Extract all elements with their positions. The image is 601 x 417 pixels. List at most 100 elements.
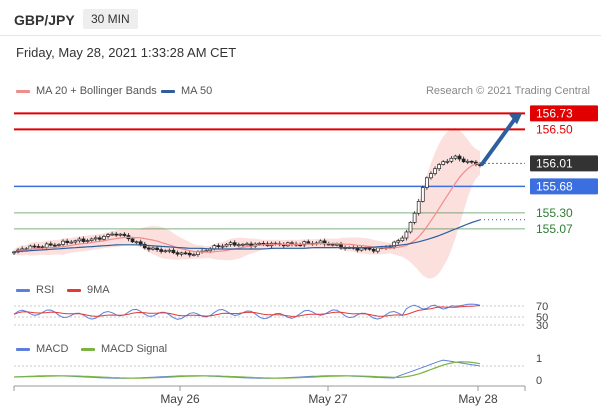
candle-body	[110, 233, 114, 236]
candle-body	[130, 238, 135, 243]
candle-body	[163, 250, 168, 253]
candle-body	[53, 244, 57, 247]
candle-body	[375, 247, 380, 252]
candle-body	[420, 187, 425, 202]
candle-body	[408, 222, 413, 233]
datetime-label: Friday, May 28, 2021 1:33:28 AM CET	[16, 45, 237, 60]
ma50-line	[13, 219, 481, 253]
candle-body	[236, 244, 241, 247]
candle-body	[445, 160, 450, 163]
current-price-label: 156.01	[536, 156, 573, 170]
header-divider	[0, 35, 601, 36]
candle-body	[461, 158, 466, 163]
x-tick-may28: May 28	[458, 392, 498, 406]
9ma-label: 9MA	[87, 284, 110, 296]
macd-label: MACD	[36, 343, 69, 355]
symbol-label: GBP/JPY	[14, 12, 75, 28]
candle-body	[465, 160, 470, 163]
candle-body	[302, 241, 307, 246]
candle-body	[412, 212, 417, 223]
legend-macd-signal: MACD Signal	[81, 343, 167, 355]
candle-body	[392, 241, 397, 248]
candle-body	[97, 237, 102, 240]
candle-body	[12, 251, 16, 254]
macd-1-label: 1	[536, 353, 542, 365]
candle-body	[469, 160, 474, 163]
ma20-line	[13, 162, 481, 253]
legend-ma50: MA 50	[161, 85, 212, 97]
candle-body	[69, 241, 74, 244]
timeframe-button[interactable]: 30 MIN	[83, 9, 138, 29]
candle-body	[429, 173, 433, 179]
x-tick-may27: May 27	[308, 392, 348, 406]
candle-body	[224, 243, 229, 247]
legend-macd: MACD	[16, 343, 68, 355]
forecast-arrow-shaft	[480, 115, 518, 167]
rsi-70-label: 70	[536, 301, 548, 313]
candle-body	[122, 233, 127, 236]
candle-body	[192, 254, 196, 256]
macd-0-label: 0	[536, 375, 542, 387]
macd-line	[13, 359, 481, 379]
candle-body	[106, 234, 110, 237]
candle-body	[73, 240, 78, 243]
level-label-0: 156.73	[536, 106, 573, 120]
macd-signal-label: MACD Signal	[101, 343, 168, 355]
candle-body	[179, 252, 184, 255]
candle-body	[102, 236, 106, 240]
credit-label: Research © 2021 Trading Central	[425, 85, 590, 97]
candle-body	[77, 238, 82, 242]
rsi-30-label: 30	[536, 320, 548, 332]
candle-body	[335, 243, 339, 246]
candle-body	[449, 157, 454, 162]
candle-body	[437, 164, 441, 170]
candle-body	[44, 243, 49, 248]
candle-body	[241, 243, 245, 246]
x-tick-may26: May 26	[160, 392, 200, 406]
ma20-label: MA 20 + Bollinger Bands	[36, 85, 157, 97]
candle-body	[453, 155, 458, 159]
price-levels	[14, 112, 525, 230]
candle-body	[367, 247, 372, 250]
candle-body	[187, 252, 192, 256]
candle-body	[359, 247, 364, 251]
9ma-swatch	[67, 288, 81, 292]
candle-body	[306, 241, 311, 244]
candle-body	[228, 242, 233, 245]
candle-body	[48, 243, 53, 246]
legend-9ma: 9MA	[67, 284, 110, 296]
candle-body	[183, 252, 188, 255]
ma50-swatch	[161, 89, 175, 93]
candle-body	[61, 240, 65, 245]
candle-body	[114, 233, 119, 236]
forecast-arrow-head	[509, 113, 522, 125]
candle-body	[32, 245, 37, 248]
time-axis: May 26 May 27 May 28	[13, 385, 526, 406]
candle-body	[363, 247, 368, 250]
moving-averages	[13, 162, 525, 253]
price-labels: 156.73 156.50 155.68 155.30 155.07 156.01	[530, 105, 598, 236]
rsi-9ma-line	[13, 304, 481, 317]
macd-swatch	[16, 347, 30, 351]
candle-body	[330, 243, 335, 246]
candle-body	[175, 252, 180, 255]
candle-body	[159, 249, 164, 252]
rsi-swatch	[16, 288, 30, 292]
current-price-badge	[530, 155, 598, 172]
level-badge-2	[530, 178, 598, 195]
candle-body	[57, 244, 61, 246]
chart-header: GBP/JPY 30 MIN	[0, 0, 601, 40]
candle-body	[142, 243, 147, 249]
candle-body	[89, 238, 94, 241]
level-label-1: 156.50	[536, 122, 573, 136]
candle-body	[396, 240, 401, 243]
candle-body	[404, 231, 409, 239]
bollinger-band-fill	[14, 128, 480, 279]
level-label-2: 155.68	[536, 179, 573, 193]
level-label-4: 155.07	[536, 222, 573, 236]
candle-body	[212, 245, 217, 250]
legend-ma20: MA 20 + Bollinger Bands	[16, 85, 157, 97]
macd-signal-line	[13, 361, 481, 379]
level-label-3: 155.30	[536, 206, 573, 220]
